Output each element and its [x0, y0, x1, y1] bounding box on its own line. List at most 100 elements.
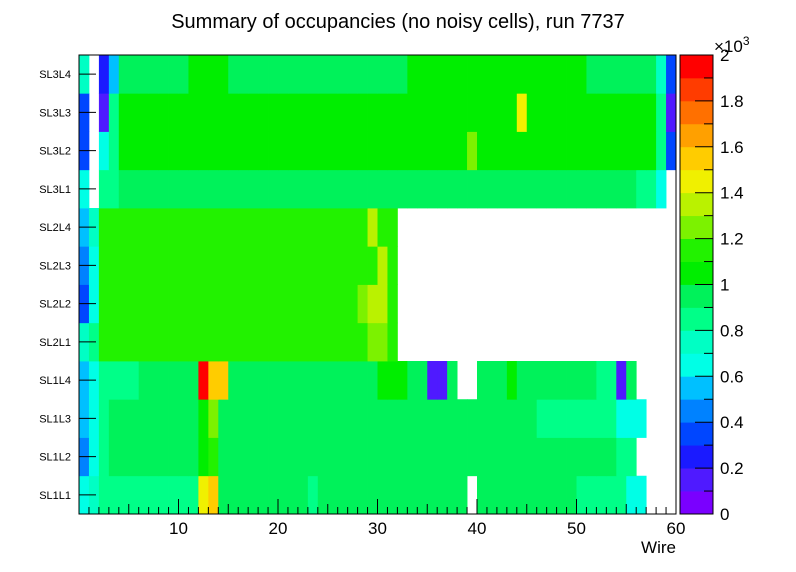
heatmap-cell — [108, 93, 120, 132]
heatmap-cell — [427, 361, 438, 400]
heatmap-cell — [626, 437, 637, 477]
heatmap-cell — [556, 55, 567, 94]
heatmap-cell — [387, 361, 398, 400]
heatmap-cell — [556, 361, 567, 400]
heatmap-cell — [238, 208, 249, 247]
color-scale-tick-label: 0.4 — [720, 413, 744, 432]
heatmap-cell — [168, 437, 179, 477]
heatmap-cell — [258, 399, 269, 438]
heatmap-cell — [188, 131, 199, 171]
heatmap-cell — [556, 437, 567, 477]
heatmap-cell — [387, 437, 398, 477]
heatmap-cell — [387, 55, 398, 94]
heatmap-cell — [546, 399, 557, 438]
heatmap-cell — [268, 55, 279, 94]
heatmap-cell — [218, 437, 229, 477]
heatmap-cell — [536, 437, 548, 477]
heatmap-cell — [208, 93, 219, 132]
heatmap-cell — [188, 169, 199, 209]
heatmap-cell — [477, 169, 488, 209]
heatmap-cell — [287, 437, 299, 477]
heatmap-cell — [168, 208, 179, 247]
heatmap-cell — [198, 55, 209, 94]
heatmap-cell — [347, 246, 358, 285]
heatmap-cell — [347, 322, 358, 362]
heatmap-cell — [98, 322, 110, 362]
heatmap-cell — [437, 475, 448, 515]
heatmap-cell — [158, 246, 169, 285]
heatmap-cell — [526, 55, 538, 94]
heatmap-cell — [367, 322, 378, 362]
heatmap-cell — [556, 93, 567, 132]
heatmap-cell — [228, 246, 239, 285]
heatmap-cell — [526, 169, 538, 209]
heatmap-cell — [297, 169, 309, 209]
heatmap-cell — [576, 93, 587, 132]
heatmap-cell — [586, 169, 597, 209]
heatmap-cell — [506, 93, 518, 132]
heatmap-cell — [228, 93, 239, 132]
heatmap-cell — [238, 55, 249, 94]
heatmap-cell — [327, 399, 339, 438]
heatmap-cell — [98, 208, 110, 247]
heatmap-cell — [178, 399, 189, 438]
heatmap-cell — [417, 169, 428, 209]
heatmap-cell — [447, 131, 458, 171]
heatmap-cell — [238, 437, 249, 477]
heatmap-cell — [128, 475, 140, 515]
heatmap-cell — [208, 131, 219, 171]
heatmap-cell — [347, 55, 358, 94]
heatmap-cell — [397, 169, 408, 209]
heatmap-cell — [287, 55, 299, 94]
heatmap-cell — [576, 169, 587, 209]
heatmap-cell — [148, 55, 159, 94]
heatmap-cell — [98, 246, 110, 285]
heatmap-cell — [357, 93, 368, 132]
heatmap-cell — [168, 322, 179, 362]
heatmap-cell — [566, 399, 577, 438]
heatmap-cell — [566, 169, 577, 209]
heatmap-cell — [516, 399, 528, 438]
heatmap-cell — [486, 131, 498, 171]
heatmap-cell — [337, 284, 349, 324]
heatmap-cell — [297, 284, 309, 324]
heatmap-cell — [98, 131, 110, 171]
heatmap-cell — [367, 93, 378, 132]
heatmap-cell — [626, 169, 637, 209]
heatmap-cell — [278, 322, 289, 362]
heatmap-cell — [337, 131, 349, 171]
heatmap-cell — [287, 169, 299, 209]
heatmap-cell — [616, 131, 627, 171]
heatmap-cell — [108, 437, 120, 477]
heatmap-cell — [118, 322, 130, 362]
heatmap-cell — [218, 284, 229, 324]
heatmap-cell — [327, 361, 339, 400]
heatmap-cell — [496, 399, 508, 438]
heatmap-cell — [417, 131, 428, 171]
heatmap-cell — [297, 93, 309, 132]
heatmap-cell — [317, 93, 329, 132]
heatmap-cell — [516, 361, 528, 400]
color-scale-swatch — [680, 123, 713, 148]
x-tick-label: 50 — [567, 519, 586, 538]
heatmap-cell — [337, 208, 349, 247]
heatmap-cell — [98, 361, 110, 400]
heatmap-cell — [228, 169, 239, 209]
heatmap-cell — [347, 169, 358, 209]
heatmap-cell — [626, 93, 637, 132]
heatmap-cell — [457, 437, 468, 477]
heatmap-cell — [128, 55, 140, 94]
heatmap-cell — [566, 475, 577, 515]
heatmap-cell — [377, 208, 388, 247]
heatmap-cell — [576, 131, 587, 171]
heatmap-cell — [477, 93, 488, 132]
heatmap-cell — [337, 322, 349, 362]
heatmap-cell — [198, 284, 209, 324]
heatmap-cell — [158, 437, 169, 477]
heatmap-cell — [278, 169, 289, 209]
heatmap-cell — [138, 437, 150, 477]
heatmap-cell — [387, 93, 398, 132]
x-tick-label: 10 — [169, 519, 188, 538]
heatmap-cell — [148, 437, 159, 477]
